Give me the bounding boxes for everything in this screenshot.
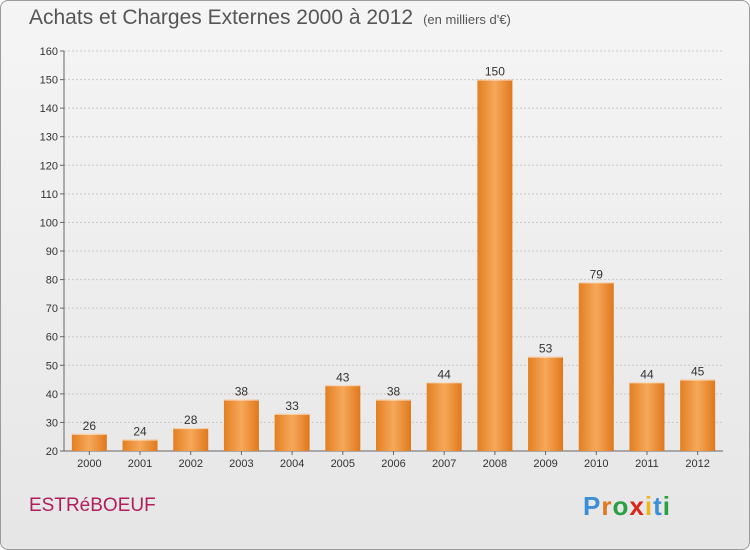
x-tick-label: 2004 <box>280 458 304 470</box>
value-label: 44 <box>640 367 654 381</box>
x-tick-label: 2010 <box>584 458 608 470</box>
value-label: 26 <box>83 419 97 433</box>
bar <box>274 413 310 451</box>
logo-letter: i <box>644 491 654 521</box>
value-label: 53 <box>539 342 553 356</box>
bar <box>578 282 614 451</box>
value-label: 150 <box>485 65 505 79</box>
bar <box>223 399 259 451</box>
y-tick-label: 140 <box>40 103 58 115</box>
bar <box>629 382 665 451</box>
value-label: 28 <box>184 413 198 427</box>
bars <box>71 79 716 452</box>
y-tick-label: 60 <box>46 332 58 344</box>
value-label: 33 <box>285 399 299 413</box>
value-label: 38 <box>235 385 249 399</box>
bar <box>122 439 158 451</box>
x-tick-label: 2001 <box>128 458 152 470</box>
y-tick-label: 20 <box>46 446 58 458</box>
y-tick-label: 100 <box>40 217 58 229</box>
logo-letter: i <box>662 491 671 521</box>
x-tick-label: 2005 <box>331 458 355 470</box>
x-tick-label: 2006 <box>381 458 405 470</box>
y-tick-label: 130 <box>40 132 58 144</box>
logo-letter: P <box>583 491 602 521</box>
x-tick-label: 2011 <box>635 458 659 470</box>
value-label: 43 <box>336 370 350 384</box>
x-tick-label: 2012 <box>685 458 709 470</box>
x-tick-label: 2008 <box>483 458 507 470</box>
value-label: 79 <box>590 267 604 281</box>
bar <box>376 399 411 451</box>
logo-letter: x <box>629 491 645 521</box>
value-labels: 26 24 28 38 33 43 38 44 150 53 79 44 45 <box>83 65 705 439</box>
logo-letter: o <box>612 491 630 521</box>
value-label: 38 <box>387 385 401 399</box>
x-tick-label: 2000 <box>77 458 101 470</box>
bar <box>426 382 462 451</box>
bar <box>325 385 361 451</box>
y-tick-label: 70 <box>46 303 58 315</box>
x-tick-label: 2002 <box>178 458 202 470</box>
x-tick-label: 2003 <box>229 458 253 470</box>
commune-name: ESTRéBOEUF <box>29 495 156 516</box>
value-label: 45 <box>691 365 705 379</box>
bar <box>528 356 564 451</box>
x-tick-label: 2009 <box>533 458 557 470</box>
chart-title: Achats et Charges Externes 2000 à 2012 <box>29 6 414 29</box>
bar <box>71 433 107 451</box>
y-tick-label: 80 <box>46 275 58 287</box>
logo-letter: t <box>653 491 663 521</box>
y-tick-label: 30 <box>46 417 58 429</box>
y-tick-label: 50 <box>46 360 58 372</box>
logo-letter: r <box>601 491 613 521</box>
y-tick-label: 160 <box>40 46 58 58</box>
y-tick-label: 150 <box>40 75 58 87</box>
y-tick-label: 110 <box>40 189 58 201</box>
y-tick-label: 90 <box>46 246 58 258</box>
y-tick-label: 40 <box>46 389 58 401</box>
proxiti-logo: Proxiti <box>583 491 671 522</box>
bar <box>680 379 716 451</box>
bar <box>173 428 209 451</box>
y-tick-label: 120 <box>40 160 58 172</box>
value-label: 44 <box>438 367 452 381</box>
chart-subtitle: (en milliers d'€) <box>423 12 511 27</box>
chart-title-block: Achats et Charges Externes 2000 à 2012 (e… <box>29 6 511 30</box>
value-label: 24 <box>133 425 147 439</box>
bar <box>477 79 513 452</box>
x-tick-label: 2007 <box>432 458 456 470</box>
